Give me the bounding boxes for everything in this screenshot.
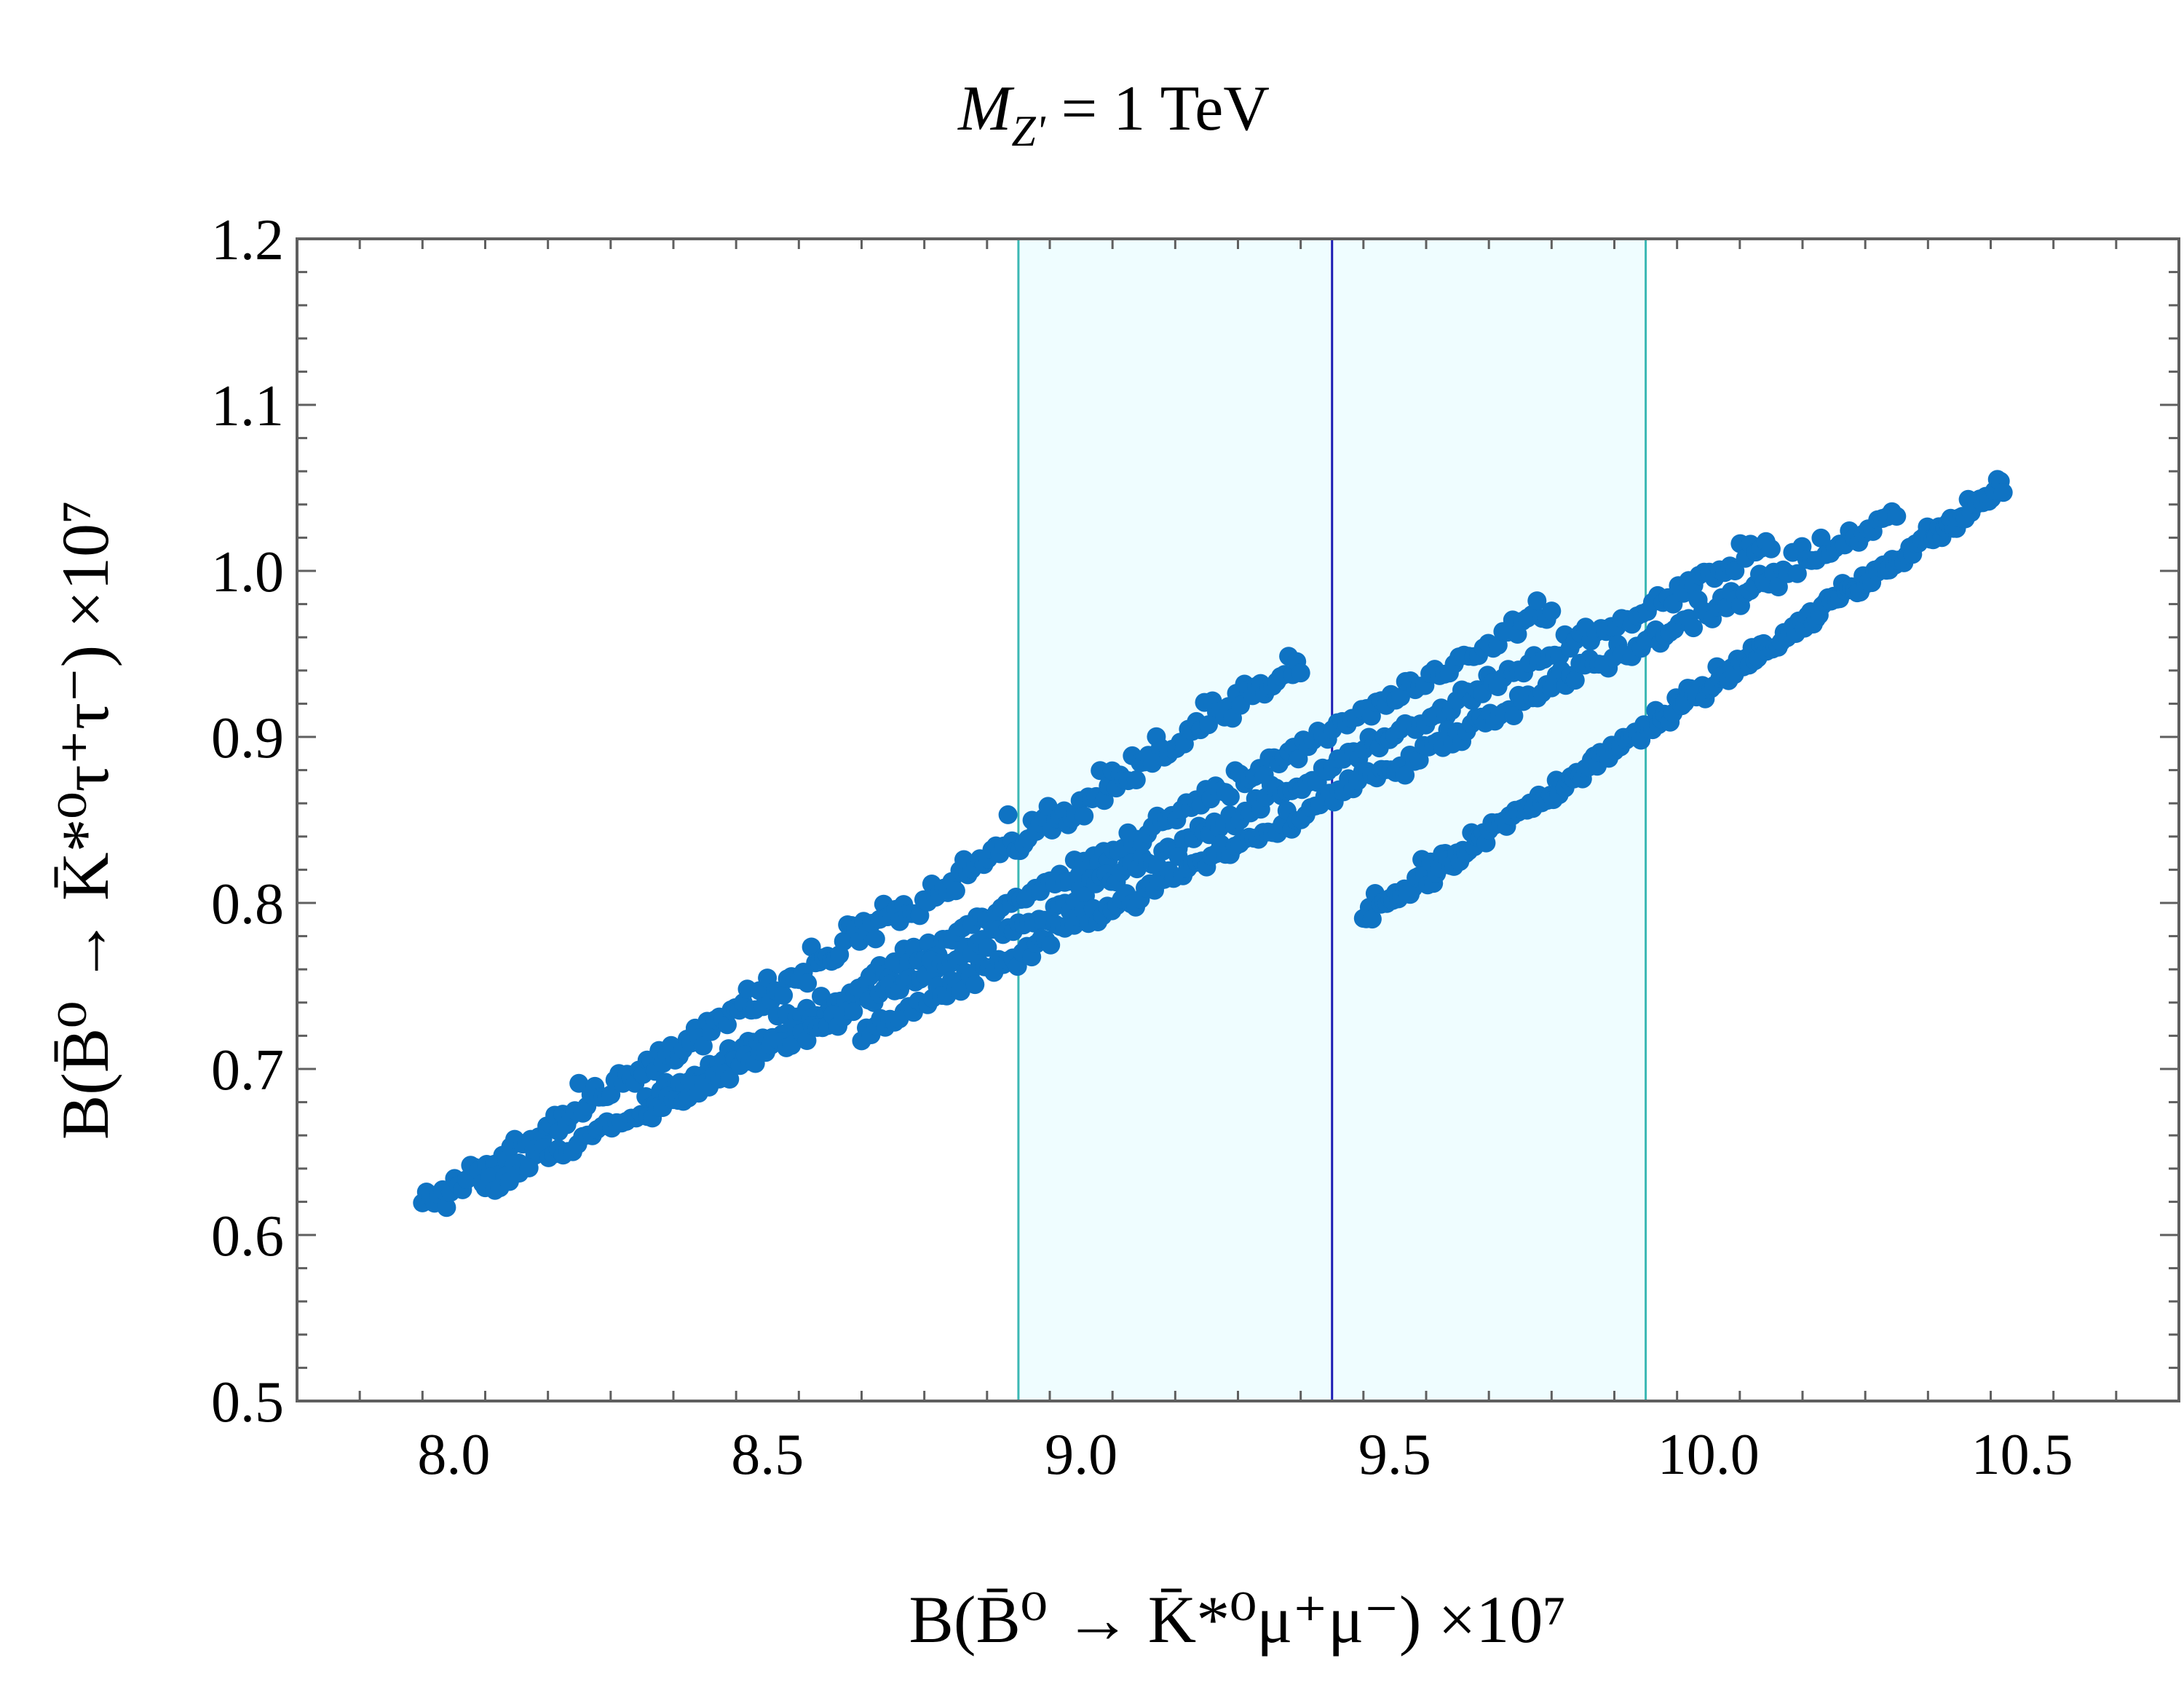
y-tick-labels: 0.5 0.6 0.7 0.8 0.9 1.0 1.1 1.2 [211, 208, 284, 1435]
x-axis-label: B(B̄⁰ → K̄*⁰μ⁺μ⁻) ×10⁷ [909, 1582, 1567, 1657]
x-tick-label: 10.5 [1971, 1423, 2073, 1487]
data-point [569, 1073, 589, 1093]
data-point [844, 1002, 863, 1022]
axis-ticks [296, 237, 2180, 1402]
data-point [1527, 591, 1547, 611]
x-tick-label: 8.5 [731, 1423, 804, 1487]
data-point [1565, 671, 1585, 690]
y-tick-label: 0.6 [211, 1204, 284, 1268]
data-point [1409, 750, 1429, 770]
data-point [1725, 561, 1745, 580]
y-tick-label: 0.7 [211, 1038, 284, 1102]
chart-title: MZ' = 1 TeV [957, 74, 1270, 155]
data-point [1396, 765, 1415, 785]
x-tick-label: 9.0 [1045, 1423, 1117, 1487]
data-point [1768, 577, 1788, 596]
data-point [1993, 483, 2013, 502]
data-point [1811, 528, 1831, 548]
y-axis-label: B(B̄⁰ → K̄*⁰τ⁺τ⁻) ×10⁷ [48, 500, 122, 1140]
data-point [798, 974, 818, 993]
data-points [413, 470, 2013, 1218]
data-point [965, 975, 985, 995]
data-point [1542, 601, 1562, 621]
x-tick-labels: 8.0 8.5 9.0 9.5 10.0 10.5 [417, 1423, 2073, 1487]
data-point [1761, 539, 1781, 559]
data-point [718, 1015, 737, 1035]
data-point [1126, 770, 1146, 789]
data-point [951, 982, 970, 1001]
x-tick-label: 8.0 [417, 1423, 490, 1487]
data-point [1362, 909, 1382, 929]
data-point [1684, 618, 1704, 638]
data-point [978, 938, 997, 957]
data-point [946, 881, 965, 901]
data-point [834, 931, 853, 951]
data-point [782, 1035, 802, 1055]
data-point [802, 937, 821, 957]
y-tick-label: 0.8 [211, 872, 284, 936]
y-tick-label: 1.2 [211, 208, 284, 272]
data-point [1220, 787, 1240, 807]
data-point [797, 1031, 817, 1050]
y-tick-label: 1.1 [211, 374, 284, 438]
data-point [437, 1198, 456, 1218]
title-rest: = 1 TeV [1045, 74, 1270, 144]
data-point [1094, 791, 1114, 810]
data-point [1075, 806, 1094, 826]
x-tick-label: 10.0 [1658, 1423, 1760, 1487]
data-point [519, 1158, 539, 1177]
data-point [866, 929, 885, 949]
y-tick-label: 0.9 [211, 706, 284, 770]
y-tick-label: 1.0 [211, 540, 284, 604]
data-point [1887, 507, 1907, 526]
data-point [1504, 706, 1524, 725]
data-point [720, 1070, 740, 1089]
data-point [1391, 687, 1410, 707]
data-point [1041, 935, 1061, 955]
title-subscript: Z' [1011, 107, 1045, 155]
data-point [998, 805, 1018, 824]
data-point [601, 1085, 621, 1105]
data-point [774, 985, 794, 1005]
data-point [693, 1036, 713, 1056]
data-point [1787, 564, 1807, 583]
x-tick-label: 9.5 [1358, 1423, 1431, 1487]
data-point [1291, 663, 1310, 683]
y-tick-label: 0.5 [211, 1370, 284, 1435]
title-symbol: M [957, 74, 1015, 144]
